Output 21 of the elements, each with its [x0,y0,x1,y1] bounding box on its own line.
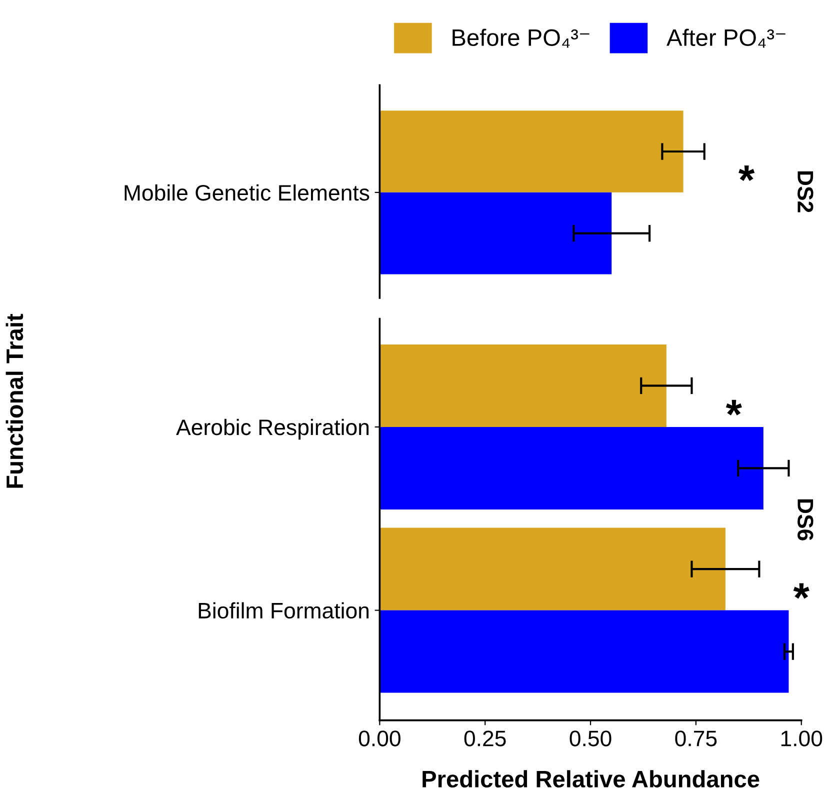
x-tick-label: 0.75 [675,730,717,746]
y-tick-label: Aerobic Respiration [176,418,369,440]
x-tick-label: 0.25 [464,730,506,746]
annotation: * [726,400,742,416]
legend-label: Before PO₄³⁻ [452,28,590,48]
y-axis-title: Functional Trait [6,314,24,488]
annotation: * [738,165,755,181]
text: DS2 [798,171,814,212]
y-tick-label: Biofilm Formation [198,602,369,619]
x-tick-label: 0.00 [358,730,400,746]
bar [380,426,764,510]
x-axis-title: Predicted Relative Abundance [422,770,760,788]
x-tick-label: 0.50 [570,730,612,746]
y-tick-label: Mobile Genetic Elements [124,184,370,201]
bar [380,344,666,427]
text: DS6 [798,499,814,540]
bar [380,528,726,610]
annotation: * [793,583,810,599]
x-tick-label: 1.00 [781,730,822,746]
legend-label: After PO₄³⁻ [666,28,786,48]
bar [380,610,789,693]
